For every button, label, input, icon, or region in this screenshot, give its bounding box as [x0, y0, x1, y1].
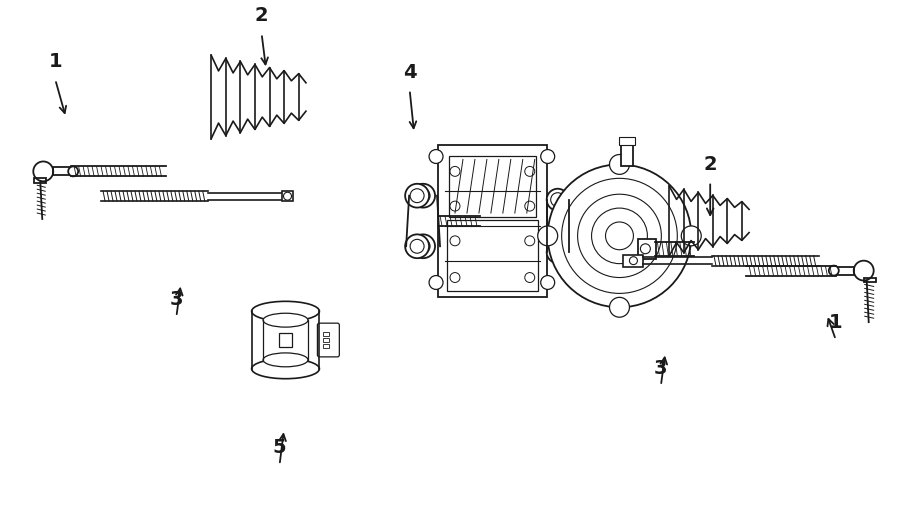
- FancyBboxPatch shape: [318, 323, 339, 357]
- Bar: [619, 136, 635, 145]
- Circle shape: [416, 188, 430, 202]
- Circle shape: [525, 272, 535, 283]
- Circle shape: [68, 166, 78, 176]
- FancyBboxPatch shape: [53, 167, 71, 175]
- Circle shape: [450, 236, 460, 246]
- FancyBboxPatch shape: [438, 145, 546, 297]
- Circle shape: [405, 184, 429, 208]
- Text: 1: 1: [49, 53, 62, 72]
- Circle shape: [411, 234, 435, 258]
- Text: 3: 3: [654, 359, 668, 378]
- Circle shape: [410, 239, 424, 253]
- Circle shape: [609, 154, 629, 175]
- Circle shape: [405, 234, 429, 258]
- Ellipse shape: [263, 353, 308, 367]
- Ellipse shape: [252, 301, 320, 321]
- Circle shape: [450, 166, 460, 176]
- Circle shape: [641, 244, 651, 254]
- Circle shape: [551, 193, 564, 207]
- Circle shape: [410, 188, 424, 202]
- Ellipse shape: [263, 313, 308, 327]
- Circle shape: [829, 266, 839, 276]
- Circle shape: [429, 149, 443, 163]
- FancyBboxPatch shape: [447, 220, 537, 291]
- FancyBboxPatch shape: [554, 211, 562, 242]
- FancyBboxPatch shape: [836, 267, 854, 274]
- Text: 5: 5: [273, 438, 286, 457]
- FancyBboxPatch shape: [34, 178, 46, 183]
- Text: 2: 2: [704, 154, 717, 174]
- FancyBboxPatch shape: [864, 278, 876, 283]
- Circle shape: [537, 226, 558, 246]
- Circle shape: [541, 276, 554, 289]
- Circle shape: [546, 188, 569, 211]
- Circle shape: [416, 239, 430, 253]
- Circle shape: [525, 166, 535, 176]
- Text: 4: 4: [403, 63, 417, 82]
- Circle shape: [411, 184, 435, 208]
- Text: 3: 3: [169, 290, 183, 309]
- Circle shape: [525, 236, 535, 246]
- Circle shape: [681, 226, 701, 246]
- Circle shape: [548, 164, 691, 307]
- Bar: [622, 139, 634, 166]
- FancyBboxPatch shape: [624, 255, 644, 267]
- Text: 1: 1: [829, 313, 842, 332]
- FancyBboxPatch shape: [282, 191, 293, 201]
- Circle shape: [551, 245, 564, 259]
- Ellipse shape: [252, 359, 320, 379]
- Circle shape: [541, 149, 554, 163]
- FancyBboxPatch shape: [449, 156, 536, 217]
- Bar: [323, 338, 329, 342]
- Circle shape: [525, 201, 535, 211]
- Bar: [323, 332, 329, 336]
- Bar: [323, 344, 329, 348]
- Circle shape: [629, 256, 637, 265]
- Bar: [278, 333, 293, 347]
- Circle shape: [450, 272, 460, 283]
- Circle shape: [609, 297, 629, 317]
- FancyBboxPatch shape: [638, 239, 656, 259]
- Text: 2: 2: [255, 7, 268, 25]
- Circle shape: [284, 192, 292, 200]
- Circle shape: [450, 201, 460, 211]
- Circle shape: [546, 242, 569, 263]
- Circle shape: [429, 276, 443, 289]
